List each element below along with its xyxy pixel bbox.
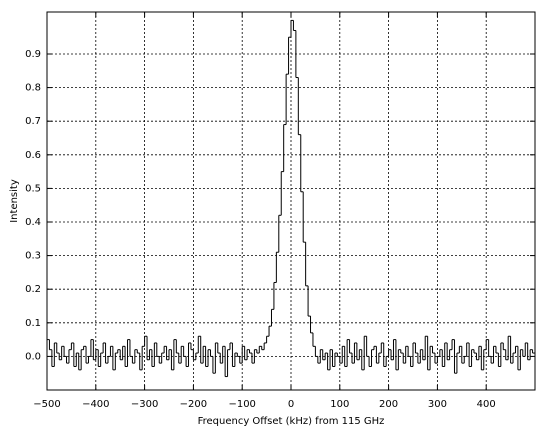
- x-tick-label: −500: [33, 399, 60, 410]
- y-axis-label: Intensity: [9, 179, 20, 223]
- y-tick-label: 0.7: [25, 116, 41, 127]
- x-tick-label: 200: [379, 399, 398, 410]
- x-tick-label: −100: [228, 399, 255, 410]
- x-tick-label: −400: [82, 399, 109, 410]
- x-tick-label: 0: [288, 399, 294, 410]
- y-tick-label: 0.5: [25, 183, 41, 194]
- y-tick-label: 0.3: [25, 251, 41, 262]
- plot-frame: [46, 11, 536, 391]
- y-tick-label: 0.2: [25, 284, 41, 295]
- y-tick-label: 0.4: [25, 217, 41, 228]
- y-tick-label: 0.8: [25, 83, 41, 94]
- y-tick-label: 0.6: [25, 150, 41, 161]
- x-axis-label: Frequency Offset (kHz) from 115 GHz: [198, 416, 385, 427]
- x-tick-label: 300: [428, 399, 447, 410]
- y-tick-label: 0.9: [25, 49, 41, 60]
- x-tick-label: −200: [180, 399, 207, 410]
- x-tick-label: 400: [477, 399, 496, 410]
- y-tick-label: 0.1: [25, 318, 41, 329]
- x-tick-label: −300: [131, 399, 158, 410]
- y-tick-label: 0.0: [25, 351, 41, 362]
- x-tick-label: 100: [330, 399, 349, 410]
